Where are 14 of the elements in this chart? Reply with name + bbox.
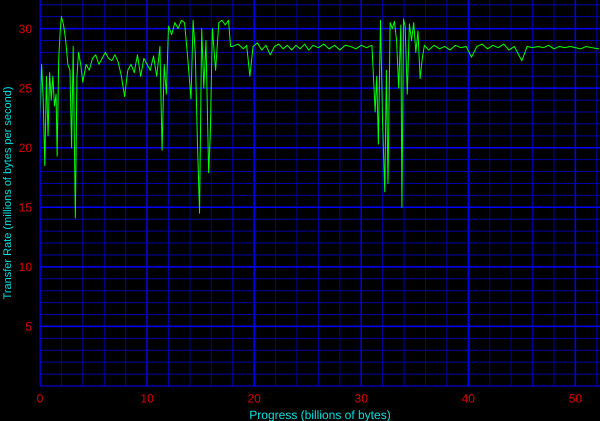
y-tick-label: 25 bbox=[18, 81, 32, 96]
y-axis-title: Transfer Rate (millions of bytes per second) bbox=[2, 86, 14, 300]
y-tick-label: 5 bbox=[25, 320, 32, 334]
x-tick-label: 30 bbox=[354, 392, 368, 406]
y-tick-label: 15 bbox=[18, 200, 32, 215]
x-tick-label: 40 bbox=[462, 392, 476, 406]
x-tick-label: 0 bbox=[36, 392, 44, 406]
y-tick-label: 20 bbox=[18, 140, 32, 155]
x-tick-label: 10 bbox=[140, 392, 154, 406]
y-tick-label: 30 bbox=[18, 22, 32, 36]
x-tick-label: 50 bbox=[568, 392, 582, 406]
x-tick-label: 20 bbox=[247, 392, 262, 406]
y-tick-label: 10 bbox=[18, 260, 32, 274]
line-series bbox=[40, 16, 600, 219]
